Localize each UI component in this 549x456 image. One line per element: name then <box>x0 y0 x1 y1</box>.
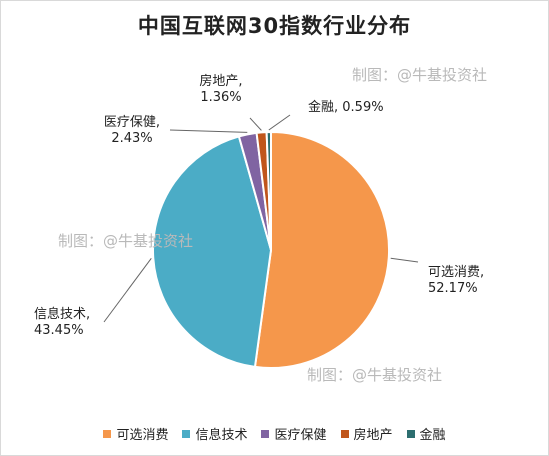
leader-line <box>390 257 419 263</box>
legend-swatch <box>406 429 415 438</box>
leader-line <box>249 117 262 131</box>
data-label: 金融, 0.59% <box>308 99 384 115</box>
legend-swatch <box>261 429 270 438</box>
pie-slice <box>253 130 390 369</box>
legend-item: 房地产 <box>340 424 393 443</box>
legend-swatch <box>103 429 112 438</box>
watermark: 制图：@牛基投资社 <box>58 232 193 250</box>
data-label: 医疗保健, 2.43% <box>104 115 160 146</box>
watermark: 制图：@牛基投资社 <box>352 66 487 84</box>
watermark: 制图：@牛基投资社 <box>307 366 442 384</box>
legend-item: 可选消费 <box>103 424 168 443</box>
data-label: 信息技术, 43.45% <box>34 306 90 338</box>
legend-label: 信息技术 <box>195 428 248 443</box>
pie-slice <box>152 135 273 369</box>
data-label: 房地产, 1.36% <box>199 73 242 105</box>
leader-line <box>169 129 248 133</box>
legend: 可选消费 信息技术 医疗保健 房地产 金融 <box>0 424 549 443</box>
legend-label: 医疗保健 <box>274 428 327 443</box>
legend-label: 金融 <box>419 428 446 443</box>
chart-title: 中国互联网30指数行业分布 <box>137 14 412 38</box>
legend-label: 房地产 <box>353 428 393 443</box>
leader-line <box>268 114 291 131</box>
data-label: 可选消费, 52.17% <box>428 265 484 296</box>
legend-item: 信息技术 <box>182 424 247 443</box>
legend-swatch <box>182 429 191 438</box>
legend-label: 可选消费 <box>116 428 169 443</box>
legend-item: 金融 <box>406 424 446 443</box>
leader-line <box>103 258 152 323</box>
pie-slice <box>265 130 272 251</box>
legend-swatch <box>340 429 349 438</box>
legend-item: 医疗保健 <box>261 424 327 443</box>
